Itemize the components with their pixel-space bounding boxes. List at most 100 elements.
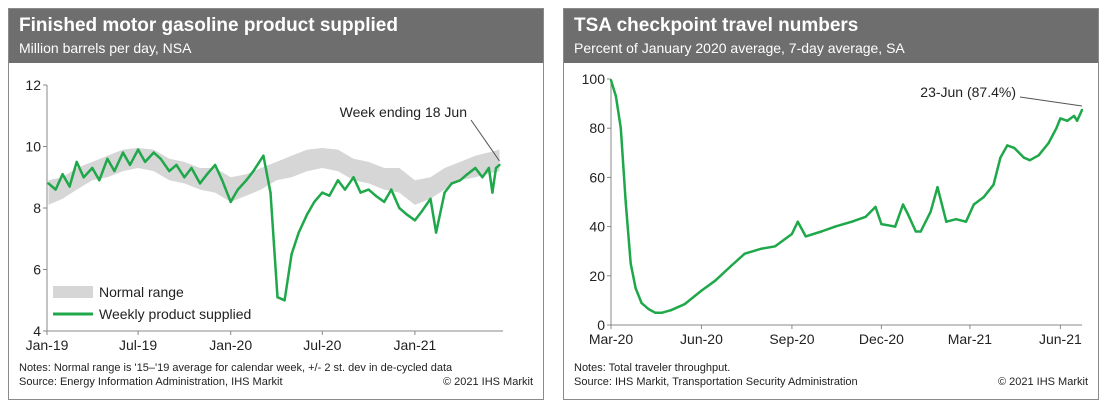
data-point <box>609 79 613 82</box>
series-line <box>609 79 1084 314</box>
chart-source: Source: IHS Markit, Transportation Secur… <box>574 376 858 388</box>
data-point <box>328 194 331 197</box>
data-point <box>474 166 477 170</box>
data-point <box>992 183 995 186</box>
data-point <box>820 230 823 233</box>
data-point <box>914 230 917 233</box>
data-point <box>729 264 733 268</box>
data-point <box>874 205 877 209</box>
data-point <box>205 173 209 176</box>
data-point <box>321 191 324 194</box>
data-point <box>252 169 255 173</box>
normal-range-band <box>48 148 500 205</box>
data-point <box>54 188 57 191</box>
y-tick-label: 0 <box>597 317 605 333</box>
x-tick-label: Dec-20 <box>859 331 904 347</box>
data-point <box>283 299 286 302</box>
data-point <box>82 176 85 179</box>
data-point <box>405 213 408 216</box>
data-point <box>98 179 101 182</box>
data-point <box>481 176 484 179</box>
data-point <box>629 262 632 265</box>
data-point <box>175 163 178 167</box>
data-point <box>614 95 618 98</box>
tsa-chart-panel: TSA checkpoint travel numbers Percent of… <box>563 8 1099 400</box>
chart-subtitle: Percent of January 2020 average, 7-day a… <box>574 40 905 56</box>
data-point <box>343 188 347 191</box>
x-tick-label: Mar-21 <box>948 331 993 347</box>
data-point <box>1006 144 1009 147</box>
y-tick-label: 100 <box>582 71 606 87</box>
annotation-leader-line <box>470 119 500 162</box>
data-point <box>306 213 309 216</box>
data-point <box>290 252 293 256</box>
data-point <box>954 218 958 221</box>
data-point <box>272 243 276 247</box>
data-point <box>434 231 438 234</box>
data-point <box>491 191 494 194</box>
data-point <box>929 210 932 213</box>
legend-band-swatch <box>53 286 93 298</box>
data-point <box>700 289 703 292</box>
data-point <box>1037 154 1040 157</box>
x-tick-label: Jan-19 <box>26 337 69 353</box>
chart-source: Source: Energy Information Administratio… <box>19 376 283 388</box>
data-point <box>1055 127 1058 130</box>
data-point <box>159 157 162 160</box>
data-point <box>972 203 975 206</box>
data-point <box>236 188 239 191</box>
data-point <box>297 231 300 234</box>
data-point <box>61 173 64 176</box>
data-point <box>221 179 224 182</box>
data-point <box>75 160 78 164</box>
legend-band-label: Normal range <box>99 284 184 300</box>
data-point <box>313 200 316 204</box>
data-point <box>864 215 867 218</box>
data-point <box>850 220 854 223</box>
data-point <box>152 151 155 154</box>
data-point <box>420 209 424 213</box>
x-tick-label: Sep-20 <box>769 331 814 347</box>
annotation-leader-line <box>1019 96 1083 107</box>
data-point <box>790 232 794 236</box>
x-tick-label: Jul-19 <box>119 337 157 353</box>
x-tick-label: Jun-20 <box>680 331 723 347</box>
data-point <box>660 311 664 314</box>
data-point <box>466 173 469 176</box>
data-point <box>640 301 643 305</box>
data-point <box>834 225 837 228</box>
data-point <box>429 197 432 200</box>
data-point <box>498 163 501 167</box>
data-point <box>624 200 627 204</box>
data-point <box>1013 146 1016 150</box>
data-point <box>183 176 186 179</box>
data-point <box>213 163 217 167</box>
data-point <box>143 160 147 164</box>
data-point <box>1075 119 1079 123</box>
x-tick-label: Jul-20 <box>303 337 341 353</box>
tsa-plot: 0 20 40 60 80 100 Mar-20 Jun-20 Sep-20 Dec-20 Mar-… <box>582 71 1084 347</box>
y-tick-label: 4 <box>33 323 41 339</box>
data-point <box>634 286 637 290</box>
data-point <box>459 179 462 182</box>
data-point <box>936 186 939 189</box>
data-point <box>1028 159 1032 162</box>
y-tick-label: 12 <box>25 77 41 93</box>
data-point <box>121 151 125 154</box>
x-tick-label: Jan-21 <box>394 337 437 353</box>
data-point <box>1022 156 1026 159</box>
x-tick-label: Jun-21 <box>1039 331 1082 347</box>
y-tick-label: 8 <box>33 200 41 216</box>
gasoline-chart-panel: Finished motor gasoline product supplied… <box>8 8 544 400</box>
data-point <box>654 311 657 314</box>
data-point <box>450 182 453 185</box>
y-tick-label: 6 <box>33 262 41 278</box>
data-point <box>494 166 498 170</box>
chart-subtitle: Million barrels per day, NSA <box>19 40 192 56</box>
y-tick-label: 40 <box>589 219 605 235</box>
data-point <box>168 169 171 173</box>
data-point <box>796 220 799 223</box>
chart-title: TSA checkpoint travel numbers <box>574 15 859 36</box>
data-point <box>106 157 109 160</box>
data-point <box>1047 141 1050 145</box>
